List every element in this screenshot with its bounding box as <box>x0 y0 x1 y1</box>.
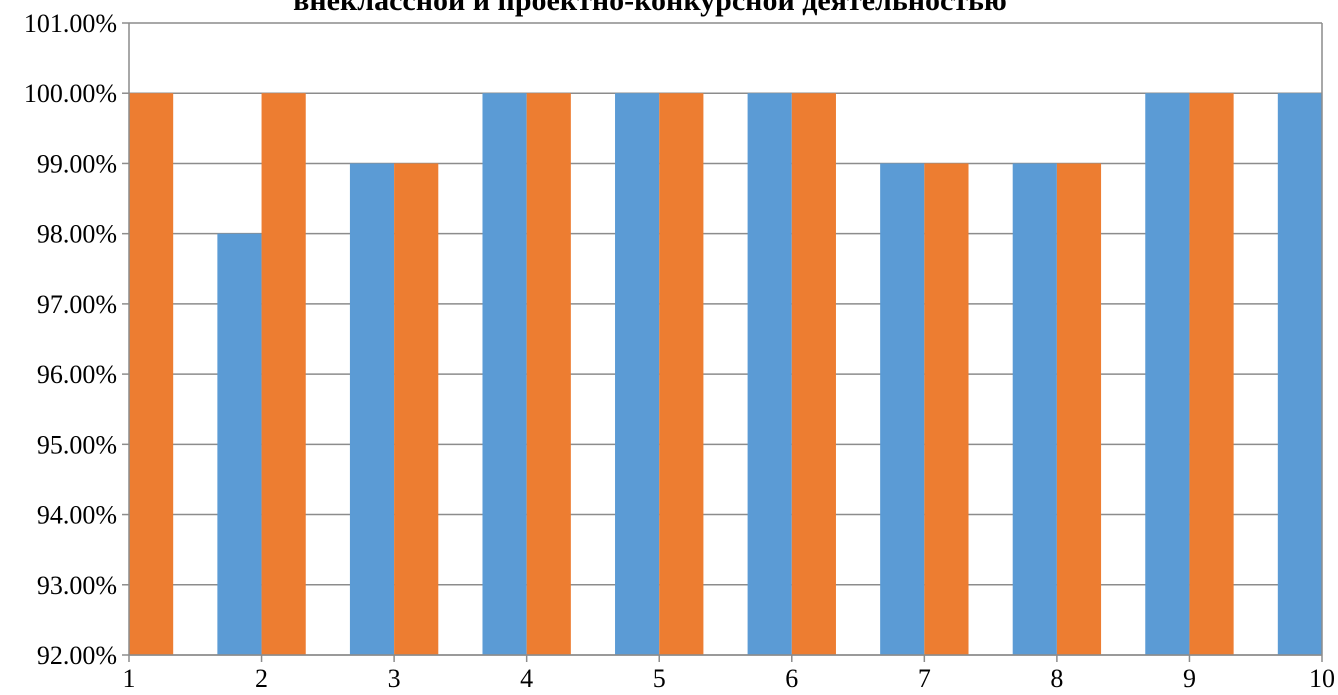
x-tick-label: 4 <box>520 664 533 693</box>
x-tick-label: 8 <box>1050 664 1063 693</box>
x-tick-label: 2 <box>255 664 268 693</box>
bar <box>482 93 527 655</box>
bar <box>1322 93 1338 655</box>
y-tick-label: 94.00% <box>37 501 117 530</box>
bar <box>526 93 571 655</box>
bar <box>659 93 704 655</box>
y-tick-label: 100.00% <box>24 79 117 108</box>
bar <box>615 93 660 655</box>
bar <box>394 163 439 655</box>
bar <box>1277 93 1322 655</box>
grid-lines <box>129 22 1322 656</box>
y-tick-label: 93.00% <box>37 571 117 600</box>
bar <box>791 93 836 655</box>
bar <box>1056 163 1102 655</box>
bar <box>880 163 925 655</box>
y-tick-label: 98.00% <box>37 220 117 249</box>
bar <box>1189 93 1234 655</box>
axes <box>122 22 1323 662</box>
bar <box>129 93 174 655</box>
x-tick-label: 9 <box>1183 664 1196 693</box>
x-tick-label: 6 <box>785 664 798 693</box>
x-tick-label: 7 <box>918 664 931 693</box>
bar <box>747 93 792 655</box>
y-tick-label: 96.00% <box>37 360 117 389</box>
x-tick-label: 5 <box>653 664 666 693</box>
x-tick-label: 10 <box>1309 664 1335 693</box>
bars <box>129 93 1338 655</box>
bar <box>1145 93 1190 655</box>
bar <box>1012 163 1057 655</box>
bar <box>261 93 306 655</box>
bar <box>924 163 969 655</box>
chart-title: внеклассной и проектно-конкурсной деятел… <box>293 0 1007 17</box>
y-tick-label: 101.00% <box>24 9 117 38</box>
y-tick-label: 99.00% <box>37 149 117 178</box>
y-tick-label: 95.00% <box>37 430 117 459</box>
y-tick-label: 97.00% <box>37 290 117 319</box>
bar <box>217 233 262 655</box>
x-tick-label: 3 <box>388 664 401 693</box>
bar <box>349 163 395 655</box>
tick-labels: 92.00% 93.00% 94.00% 95.00% 96.00% 97.00% 98.0… <box>24 9 1335 693</box>
y-tick-label: 92.00% <box>37 641 117 670</box>
x-tick-label: 1 <box>123 664 136 693</box>
